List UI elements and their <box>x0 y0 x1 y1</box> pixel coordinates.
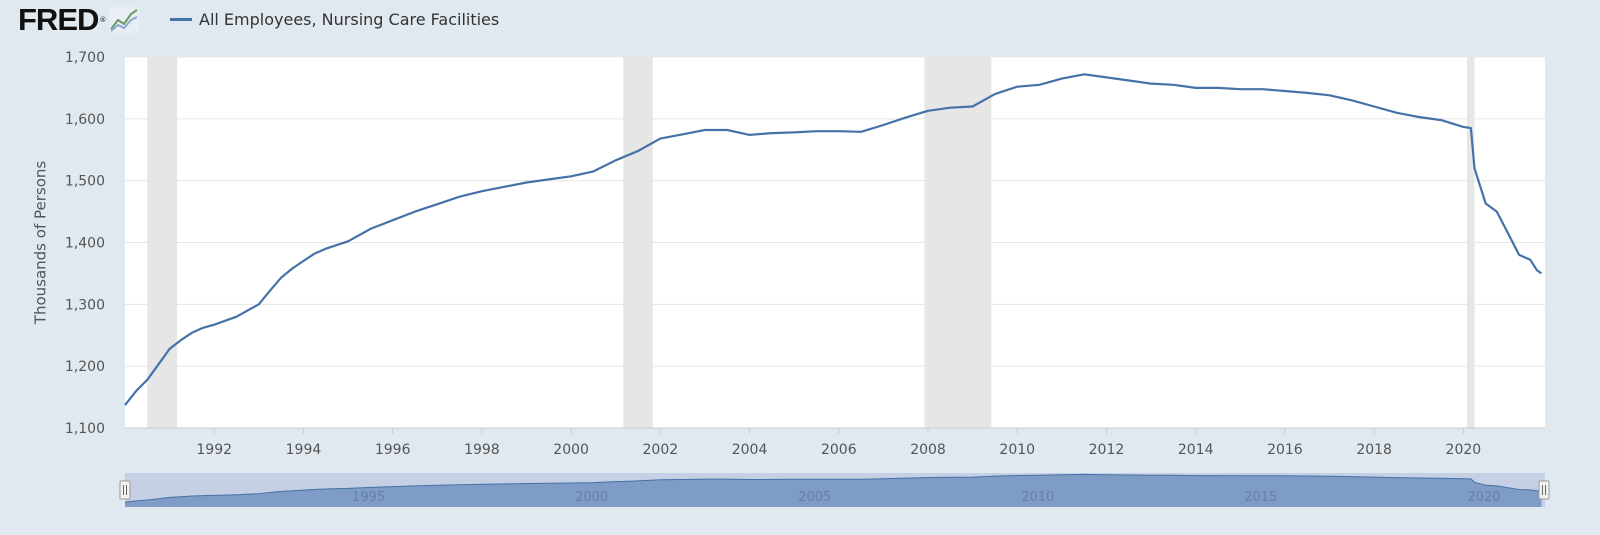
gridlines <box>125 56 1545 429</box>
navigator-left-handle[interactable] <box>119 480 131 500</box>
y-axis-title: Thousands of Persons <box>31 161 49 326</box>
navigator-year-label: 2000 <box>575 490 608 505</box>
y-tick-label: 1,300 <box>65 297 105 313</box>
x-tick-label: 1994 <box>286 442 322 458</box>
navigator-year-label: 1995 <box>352 490 385 505</box>
navigator-year-label: 2010 <box>1021 490 1054 505</box>
handle-grip[interactable] <box>119 480 131 500</box>
x-tick-label: 2004 <box>732 442 768 458</box>
x-tick-label: 2010 <box>999 442 1035 458</box>
x-tick-label: 2000 <box>553 442 589 458</box>
navigator-year-label: 2005 <box>798 490 831 505</box>
x-tick-label: 2016 <box>1267 442 1303 458</box>
navigator-year-label: 2020 <box>1467 490 1500 505</box>
x-tick-label: 2012 <box>1089 442 1125 458</box>
navigator-right-handle[interactable] <box>1538 480 1550 500</box>
series-line-0[interactable] <box>124 73 1543 406</box>
y-tick-label: 1,700 <box>65 50 105 66</box>
x-tick-label: 1992 <box>196 442 232 458</box>
handle-grip[interactable] <box>1538 480 1550 500</box>
legend-series-label: All Employees, Nursing Care Facilities <box>199 9 500 29</box>
x-tick-label: 2018 <box>1356 442 1392 458</box>
y-tick-label: 1,600 <box>65 112 105 128</box>
x-tick-label: 2008 <box>910 442 946 458</box>
x-tick-label: 2002 <box>643 442 679 458</box>
range-navigator[interactable]: 1995 2000 2005 2010 2015 2020 <box>119 473 1550 507</box>
series-layer[interactable] <box>124 73 1543 406</box>
x-axis-ticks: 1992 1994 1996 1998 2000 2002 2004 2006 2008 2010… <box>196 428 1481 458</box>
y-tick-label: 1,500 <box>65 174 105 190</box>
x-tick-label: 1996 <box>375 442 411 458</box>
y-axis-ticks: 1,100 1,200 1,300 1,400 1,500 1,600 1,700 <box>65 50 105 437</box>
navigator-line <box>124 473 1542 503</box>
line-graph-icon <box>109 7 140 33</box>
navigator-year-labels: 1995 2000 2005 2010 2015 2020 <box>352 490 1500 505</box>
navigator-year-label: 2015 <box>1244 490 1277 505</box>
x-tick-label: 1998 <box>464 442 500 458</box>
legend-series-swatch <box>170 17 192 21</box>
chart-header: FRED ® All Employees, Nursing Care Facil… <box>0 0 1600 40</box>
fred-logo[interactable]: FRED ® <box>18 2 140 38</box>
x-tick-label: 2020 <box>1446 442 1482 458</box>
fred-logo-text: FRED <box>18 2 99 37</box>
y-tick-label: 1,100 <box>65 421 105 437</box>
x-tick-label: 2006 <box>821 442 857 458</box>
y-tick-label: 1,200 <box>65 359 105 375</box>
chart-legend[interactable]: All Employees, Nursing Care Facilities <box>170 7 499 31</box>
navigator-area <box>125 474 1542 507</box>
x-tick-label: 2014 <box>1178 442 1214 458</box>
registered-mark: ® <box>99 16 107 24</box>
y-tick-label: 1,400 <box>65 236 105 252</box>
